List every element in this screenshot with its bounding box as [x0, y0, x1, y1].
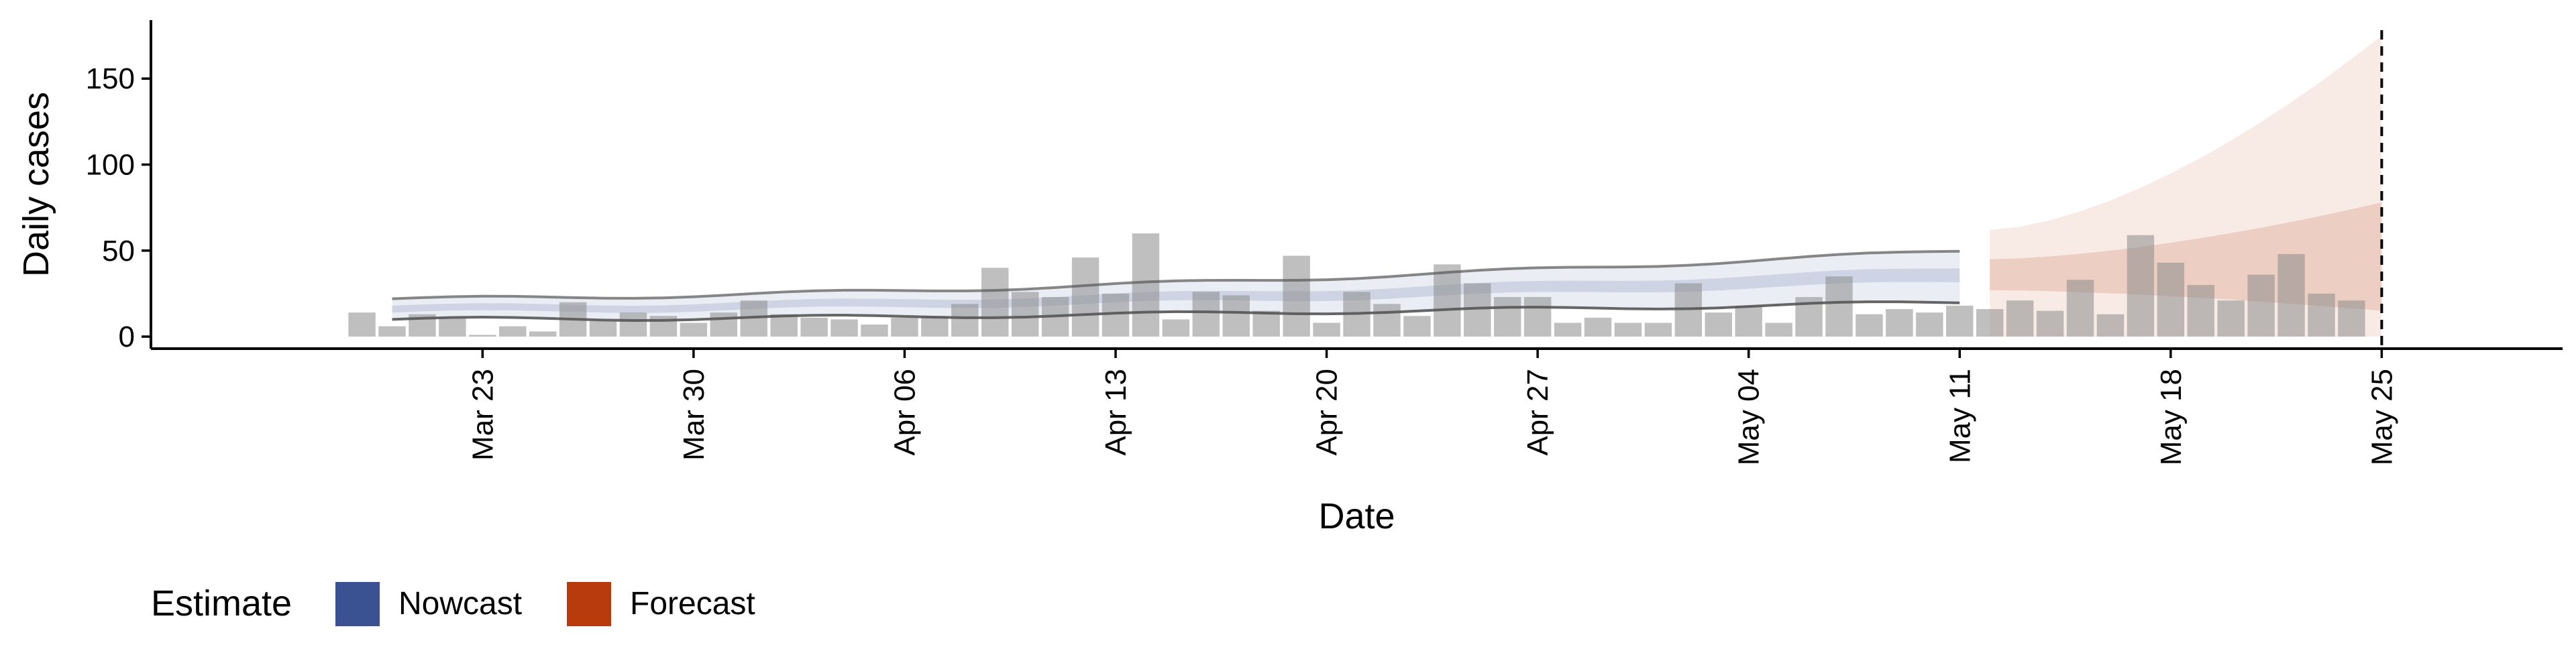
bar-2020-05-24 — [2338, 300, 2365, 337]
bar-2020-03-20 — [378, 326, 406, 337]
bar-2020-05-17 — [2127, 235, 2155, 337]
bar-2020-04-25 — [1464, 283, 1491, 337]
bar-2020-04-09 — [981, 268, 1009, 337]
bar-2020-03-19 — [348, 312, 376, 337]
legend-swatch-forecast — [567, 582, 611, 626]
bar-2020-05-16 — [2096, 314, 2125, 337]
bar-2020-05-21 — [2247, 274, 2275, 337]
nowcast-interval-outlines — [392, 30, 2383, 349]
x-tick-label-2020-05-11: May 11 — [1943, 369, 1976, 463]
bar-2020-04-02 — [770, 314, 798, 337]
bar-2020-04-15 — [1162, 319, 1190, 337]
y-tick-label-150: 150 — [86, 62, 135, 95]
bar-2020-03-30 — [680, 322, 708, 337]
bar-2020-04-23 — [1403, 316, 1431, 337]
bar-2020-04-24 — [1434, 264, 1461, 337]
x-tick-label-2020-04-06: Apr 06 — [888, 369, 921, 456]
bar-2020-05-12 — [1976, 308, 2004, 337]
bar-2020-04-18 — [1252, 310, 1280, 337]
bar-2020-04-03 — [800, 317, 828, 337]
bar-2020-04-22 — [1373, 304, 1401, 337]
bar-2020-04-06 — [891, 317, 918, 337]
bar-2020-04-16 — [1192, 292, 1220, 337]
legend-label-forecast: Forecast — [630, 586, 755, 622]
x-tick-label-2020-05-18: May 18 — [2155, 369, 2188, 465]
bar-2020-03-22 — [439, 317, 466, 337]
bar-2020-04-07 — [921, 316, 949, 337]
y-tick-label-0: 0 — [119, 320, 135, 353]
legend: Estimate Nowcast Forecast — [151, 582, 755, 626]
legend-title: Estimate — [151, 583, 292, 624]
x-tick-label-2020-04-13: Apr 13 — [1099, 369, 1132, 456]
bar-2020-04-17 — [1222, 295, 1250, 337]
legend-swatch-nowcast — [335, 582, 380, 626]
bar-2020-03-27 — [589, 320, 617, 337]
x-tick-label-2020-04-27: Apr 27 — [1521, 369, 1554, 456]
x-axis-title: Date — [1318, 496, 1395, 536]
bar-2020-05-13 — [2006, 300, 2034, 337]
nowcast-lower-line — [392, 300, 1960, 322]
bar-2020-04-27 — [1523, 297, 1552, 337]
bar-2020-03-23 — [469, 335, 496, 337]
legend-label-nowcast: Nowcast — [398, 586, 522, 622]
bar-2020-04-08 — [951, 304, 979, 337]
axes: 0 50 100 150 Mar 23 Mar 30 Apr 06 Apr 13 Apr 20 A… — [16, 20, 2563, 536]
bar-2020-05-20 — [2217, 300, 2245, 337]
bar-2020-03-31 — [710, 312, 738, 337]
bar-2020-05-23 — [2308, 293, 2335, 337]
bar-2020-05-07 — [1825, 276, 1853, 337]
bar-2020-05-11 — [1946, 305, 1974, 337]
bar-2020-05-10 — [1916, 312, 1943, 337]
bar-2020-05-22 — [2277, 253, 2305, 337]
bar-2020-03-28 — [619, 312, 647, 337]
bar-2020-04-29 — [1584, 317, 1612, 337]
bar-2020-05-05 — [1765, 322, 1792, 337]
bar-2020-05-04 — [1735, 305, 1762, 337]
x-tick-label-2020-05-25: May 25 — [2365, 369, 2398, 465]
bar-2020-04-26 — [1493, 297, 1521, 337]
bar-2020-03-24 — [499, 326, 527, 337]
bar-2020-05-01 — [1644, 322, 1672, 337]
x-tick-label-2020-04-20: Apr 20 — [1311, 369, 1344, 456]
bar-2020-05-08 — [1856, 314, 1883, 337]
bar-2020-05-18 — [2157, 262, 2185, 337]
bar-2020-04-04 — [830, 319, 858, 337]
bar-2020-04-13 — [1102, 293, 1130, 337]
bar-2020-05-09 — [1886, 308, 1913, 337]
bar-2020-05-15 — [2066, 280, 2094, 337]
bar-2020-05-14 — [2036, 310, 2064, 337]
y-tick-label-50: 50 — [102, 235, 135, 268]
y-axis-title: Daily cases — [16, 92, 56, 277]
nowcast-upper-line — [392, 249, 1960, 300]
x-tick-label-2020-03-30: Mar 30 — [678, 369, 710, 461]
bar-2020-04-12 — [1071, 257, 1099, 337]
x-tick-label-2020-05-04: May 04 — [1733, 369, 1766, 465]
bar-2020-04-28 — [1554, 322, 1582, 337]
bar-2020-04-14 — [1132, 233, 1160, 337]
band-inner-nowcast — [392, 268, 1960, 313]
y-tick-label-100: 100 — [86, 148, 135, 181]
bar-2020-04-20 — [1313, 322, 1340, 337]
bar-2020-03-25 — [529, 331, 557, 337]
bar-2020-04-10 — [1011, 292, 1039, 337]
bar-2020-04-05 — [861, 325, 888, 337]
bar-2020-04-19 — [1283, 255, 1310, 337]
bar-2020-05-03 — [1705, 312, 1732, 337]
bar-2020-04-30 — [1614, 322, 1642, 337]
x-tick-label-2020-03-23: Mar 23 — [466, 369, 499, 461]
bar-2020-05-19 — [2187, 285, 2214, 337]
